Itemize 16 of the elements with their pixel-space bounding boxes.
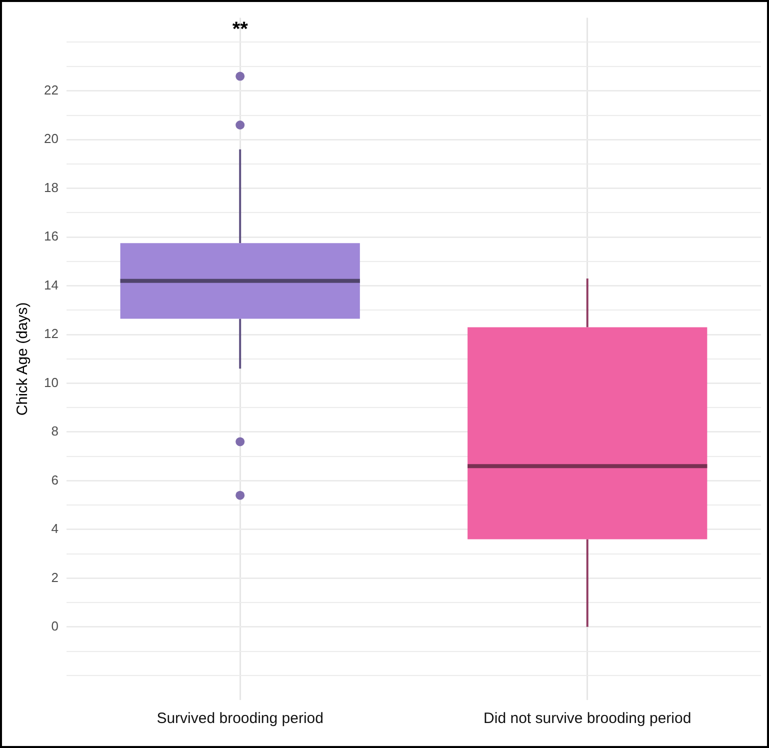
annotation: ** [232, 18, 248, 40]
y-tick-label: 22 [44, 82, 58, 98]
y-tick-label: 10 [44, 374, 58, 390]
y-tick-label: 4 [51, 521, 58, 536]
x-tick-label: Did not survive brooding period [484, 710, 692, 728]
y-tick-label: 20 [44, 131, 58, 146]
y-tick-label: 0 [51, 618, 58, 634]
y-tick-label: 8 [51, 424, 58, 439]
y-tick-label: 2 [51, 570, 58, 585]
y-tick-label: 18 [44, 180, 58, 195]
y-tick-label: 6 [51, 472, 58, 488]
y-axis-title: Chick Age (days) [14, 302, 32, 416]
y-tick-label: 16 [44, 228, 58, 244]
y-tick-label: 14 [44, 277, 58, 292]
y-tick-label: 12 [44, 326, 58, 342]
x-tick-label: Survived brooding period [156, 710, 324, 728]
